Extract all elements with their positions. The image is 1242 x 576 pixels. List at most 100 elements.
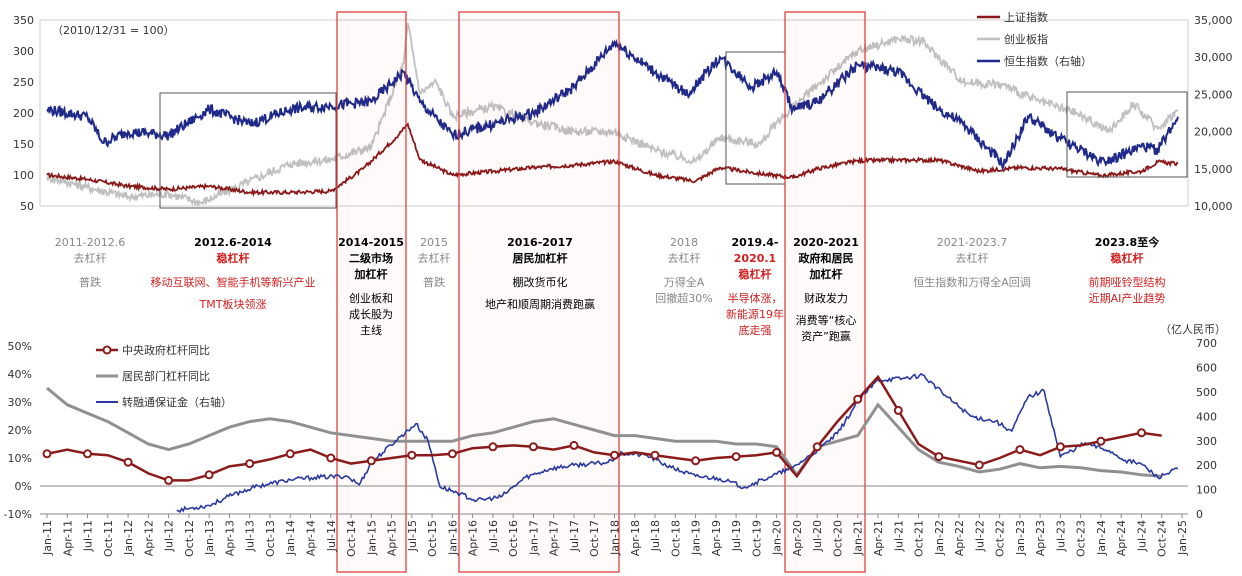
x-label-12: Jan-14 <box>284 520 297 556</box>
top-left-tick-4: 150 <box>13 138 34 151</box>
x-label-36: Jan-20 <box>771 520 784 556</box>
x-label-37: Apr-20 <box>791 520 804 556</box>
gov-marker-38 <box>812 442 822 452</box>
period-desc-5-0: 万得全A <box>664 275 705 289</box>
bottom-right-tick-0: 700 <box>1196 337 1217 350</box>
x-label-17: Apr-15 <box>386 520 399 556</box>
x-label-45: Apr-22 <box>953 520 966 556</box>
gov-marker-36 <box>772 447 782 457</box>
period-sub-2-1: 加杠杆 <box>354 267 388 281</box>
period-desc-6-2: 底走强 <box>739 323 772 337</box>
period-desc-3-0: 普跌 <box>423 275 445 289</box>
legend-gov-marker <box>102 345 112 355</box>
period-title-4: 2016-2017 <box>507 236 573 249</box>
bottom-left-tick-5: 0% <box>15 480 32 493</box>
x-label-35: Oct-19 <box>750 520 763 557</box>
x-label-2: Jul-11 <box>82 520 95 552</box>
bottom-right-tick-6: 100 <box>1196 484 1217 497</box>
period-sub-7-1: 加杠杆 <box>809 267 843 281</box>
x-label-48: Jan-23 <box>1014 520 1027 556</box>
bottom-right-tick-2: 500 <box>1196 386 1217 399</box>
x-label-14: Jul-14 <box>325 520 338 552</box>
gov-marker-10 <box>245 459 255 469</box>
gov-marker-34 <box>731 452 741 462</box>
x-label-40: Jan-21 <box>852 520 865 556</box>
period-sub-6-1: 稳杠杆 <box>739 267 772 281</box>
top-right-tick-5: 10,000 <box>1194 200 1233 213</box>
highlight-2014-2015 <box>336 11 407 573</box>
period-title-6: 2019.4- <box>731 236 778 249</box>
bottom-left-tick-0: 50% <box>8 340 32 353</box>
top-left-tick-3: 200 <box>13 107 34 120</box>
x-label-56: Jan-25 <box>1176 520 1189 556</box>
period-sub-8-0: 去杠杆 <box>956 251 989 265</box>
x-label-15: Oct-14 <box>345 520 358 557</box>
gov-marker-42 <box>893 405 903 415</box>
x-label-44: Jan-22 <box>933 520 946 556</box>
x-label-18: Jul-15 <box>406 520 419 552</box>
x-label-28: Jan-18 <box>609 520 622 556</box>
x-label-52: Jan-24 <box>1095 520 1108 556</box>
gov-marker-26 <box>569 440 579 450</box>
legend-cy-label: 创业板指 <box>1004 32 1048 46</box>
bottom-legend: 中央政府杠杆同比 居民部门杠杆同比 转融通保证金（右轴） <box>96 343 232 409</box>
x-label-29: Apr-18 <box>629 520 642 556</box>
gov-marker-44 <box>934 452 944 462</box>
legend-gov-label: 中央政府杠杆同比 <box>122 343 210 357</box>
bottom-right-axis: 700 600 500 400 300 200 100 0 <box>1196 337 1217 521</box>
gov-marker-46 <box>974 460 984 470</box>
bottom-lines <box>42 372 1179 514</box>
x-label-55: Oct-24 <box>1156 520 1169 557</box>
top-right-tick-0: 35,000 <box>1194 14 1233 27</box>
top-lines <box>46 22 1179 207</box>
x-label-3: Oct-11 <box>102 520 115 557</box>
x-label-31: Oct-18 <box>669 520 682 557</box>
top-legend: 上证指数 创业板指 恒生指数（右轴） <box>977 10 1092 68</box>
period-title-2: 2014-2015 <box>338 236 404 249</box>
bottom-left-tick-4: 10% <box>8 452 32 465</box>
period-desc-2-0: 创业板和 <box>349 291 393 305</box>
x-label-26: Jul-17 <box>568 520 581 552</box>
period-sub-1-0: 稳杠杆 <box>217 251 250 265</box>
gov-marker-6 <box>164 475 174 485</box>
period-desc-0-0: 普跌 <box>79 275 101 289</box>
x-label-25: Apr-17 <box>548 520 561 556</box>
x-label-7: Oct-12 <box>183 520 196 557</box>
period-title-7: 2020-2021 <box>793 236 859 249</box>
x-label-0: Jan-11 <box>41 520 54 556</box>
period-sub-7-0: 政府和居民 <box>799 251 854 265</box>
x-label-22: Jul-16 <box>487 520 500 552</box>
period-sub-0-0: 去杠杆 <box>74 251 107 265</box>
gov-marker-12 <box>285 449 295 459</box>
period-desc-8-0: 恒生指数和万得全A回调 <box>913 275 1031 289</box>
top-left-tick-2: 250 <box>13 76 34 89</box>
x-label-38: Jul-20 <box>811 520 824 552</box>
period-desc-5-1: 回撤超30% <box>655 291 712 305</box>
x-label-30: Jul-18 <box>649 520 662 552</box>
period-desc-6-0: 半导体涨， <box>728 291 783 305</box>
gov-marker-48 <box>1015 445 1025 455</box>
x-label-49: Apr-23 <box>1034 520 1047 556</box>
legend-hs-label: 恒生指数（右轴） <box>1004 54 1092 68</box>
bottom-right-tick-7: 0 <box>1196 508 1203 521</box>
period-desc-9-0: 前期哑铃型结构 <box>1089 275 1166 289</box>
bottom-right-tick-4: 300 <box>1196 435 1217 448</box>
top-left-axis: 350 300 250 200 150 100 50 <box>13 14 34 213</box>
bottom-unit: （亿人民币） <box>1160 323 1226 336</box>
legend-sh-label: 上证指数 <box>1004 10 1048 24</box>
x-label-32: Jan-19 <box>690 520 703 556</box>
x-label-20: Jan-16 <box>446 520 459 556</box>
gov-marker-40 <box>853 394 863 404</box>
line-chinext <box>46 22 1179 207</box>
x-label-54: Jul-24 <box>1135 520 1148 552</box>
period-title-9: 2023.8至今 <box>1095 235 1160 249</box>
line-household-leverage <box>46 386 1162 478</box>
gov-marker-54 <box>1137 428 1146 438</box>
line-margin-financing <box>176 372 1179 514</box>
top-plot-frame <box>39 19 1189 207</box>
top-right-tick-1: 30,000 <box>1194 51 1233 64</box>
x-label-23: Oct-16 <box>507 520 520 557</box>
gov-marker-30 <box>650 450 660 460</box>
period-title-1: 2012.6-2014 <box>194 236 272 249</box>
